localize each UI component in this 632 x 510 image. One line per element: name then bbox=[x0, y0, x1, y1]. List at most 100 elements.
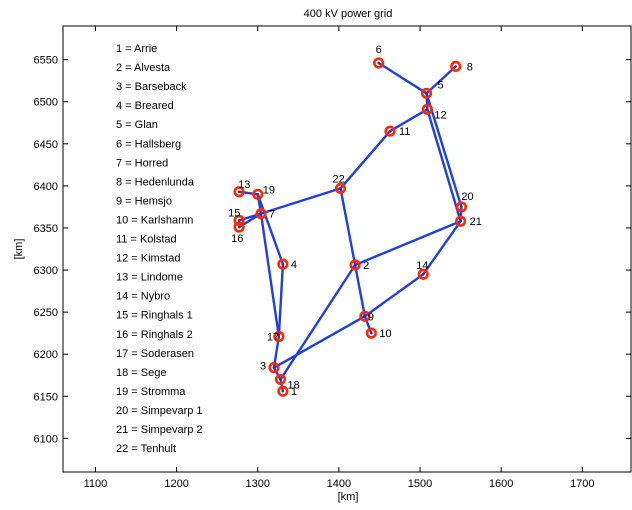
node-marker bbox=[233, 221, 245, 233]
node-16 bbox=[233, 221, 245, 233]
node-marker bbox=[334, 182, 347, 195]
legend-entry: 12 = Kimstad bbox=[116, 253, 181, 265]
edge-12-11 bbox=[388, 108, 429, 133]
node-22 bbox=[334, 182, 347, 195]
grid-edges bbox=[237, 61, 463, 393]
node-marker bbox=[455, 215, 467, 227]
legend-entry: 11 = Kolstad bbox=[116, 234, 177, 246]
node-marker bbox=[268, 362, 280, 374]
node-marker bbox=[421, 103, 433, 115]
edge-21-14 bbox=[422, 220, 462, 276]
station-legend: 1 = Arrie 2 = Alvesta 3 = Barseback 4 = Bre… bbox=[116, 43, 203, 455]
edge-18-1 bbox=[279, 378, 285, 393]
legend-entry: 7 = Horred bbox=[116, 157, 168, 169]
node-label-9: 9 bbox=[368, 311, 374, 323]
edge-20-21 bbox=[459, 205, 463, 223]
node-center bbox=[272, 366, 276, 369]
x-axis-ticks: 1100 1200 1300 1400 1500 1600 1700 bbox=[84, 26, 595, 490]
node-20 bbox=[455, 201, 468, 213]
node-center bbox=[388, 129, 392, 133]
chart-title: 400 kV power grid bbox=[304, 8, 393, 20]
node-label-22: 22 bbox=[333, 173, 345, 185]
edge-11-22 bbox=[339, 129, 392, 190]
node-center bbox=[377, 61, 380, 65]
node-marker bbox=[233, 186, 245, 198]
node-center bbox=[363, 315, 367, 318]
edge-7-17 bbox=[259, 212, 281, 338]
node-center bbox=[237, 190, 241, 193]
x-tick-label: 1100 bbox=[84, 478, 108, 490]
edge-9-10 bbox=[363, 315, 373, 335]
edge-12-21 bbox=[426, 108, 462, 223]
edge-22-7 bbox=[259, 187, 342, 215]
node-center bbox=[353, 263, 357, 267]
node-center bbox=[237, 225, 241, 229]
edge-19-4 bbox=[256, 193, 285, 266]
edge-2-22 bbox=[339, 187, 357, 267]
node-14 bbox=[417, 268, 429, 280]
legend-entry: 15 = Ringhals 1 bbox=[116, 310, 193, 322]
node-label-1: 1 bbox=[291, 386, 297, 398]
node-label-7: 7 bbox=[269, 209, 275, 221]
node-center bbox=[422, 273, 425, 276]
node-label-2: 2 bbox=[363, 260, 369, 272]
node-center bbox=[259, 212, 263, 215]
edge-5-20 bbox=[425, 92, 463, 209]
node-18 bbox=[274, 373, 287, 386]
y-tick-label: 6350 bbox=[34, 223, 58, 235]
node-1 bbox=[277, 385, 289, 397]
legend-entry: 21 = Simpevarp 2 bbox=[116, 424, 203, 436]
node-marker bbox=[450, 60, 462, 72]
legend-entry: 17 = Soderasen bbox=[116, 348, 194, 360]
node-13 bbox=[233, 186, 245, 198]
node-center bbox=[425, 92, 428, 95]
node-15 bbox=[233, 214, 245, 226]
node-marker bbox=[277, 385, 289, 397]
node-marker bbox=[359, 310, 371, 322]
node-marker bbox=[384, 125, 396, 137]
edge-8-5 bbox=[425, 65, 457, 95]
node-19 bbox=[252, 188, 264, 200]
y-tick-label: 6150 bbox=[34, 391, 58, 403]
y-tick-label: 6300 bbox=[34, 265, 58, 277]
node-marker bbox=[277, 258, 289, 270]
legend-entry: 4 = Breared bbox=[116, 100, 174, 112]
legend-entry: 8 = Hedenlunda bbox=[116, 176, 195, 188]
node-center bbox=[454, 65, 457, 68]
node-3 bbox=[268, 362, 280, 374]
node-10 bbox=[365, 327, 377, 339]
node-marker bbox=[233, 214, 245, 226]
node-5 bbox=[420, 87, 433, 99]
node-label-8: 8 bbox=[467, 61, 473, 73]
legend-entry: 18 = Sege bbox=[116, 367, 166, 379]
edge-4-17 bbox=[277, 262, 285, 338]
edge-14-9 bbox=[363, 273, 425, 318]
node-center bbox=[339, 187, 342, 190]
node-marker bbox=[455, 201, 468, 213]
plot-area bbox=[62, 25, 632, 473]
y-axis-label: [km] bbox=[13, 239, 25, 260]
edge-6-5 bbox=[377, 61, 428, 95]
node-label-17: 17 bbox=[267, 332, 279, 344]
legend-entry: 2 = Alvesta bbox=[116, 62, 171, 74]
legend-entry: 14 = Nybro bbox=[116, 291, 170, 303]
x-tick-label: 1500 bbox=[408, 478, 432, 490]
legend-entry: 13 = Lindome bbox=[116, 272, 183, 284]
edge-2-9 bbox=[353, 263, 367, 318]
node-label-11: 11 bbox=[399, 126, 410, 138]
y-tick-label: 6400 bbox=[34, 181, 58, 193]
node-label-6: 6 bbox=[376, 44, 382, 56]
node-label-19: 19 bbox=[263, 184, 275, 196]
node-8 bbox=[450, 60, 462, 72]
node-21 bbox=[455, 215, 467, 227]
edge-3-18 bbox=[272, 366, 282, 381]
node-marker bbox=[274, 373, 287, 386]
node-label-20: 20 bbox=[461, 191, 473, 203]
node-label-21: 21 bbox=[470, 216, 482, 228]
node-center bbox=[256, 193, 259, 196]
node-center bbox=[370, 331, 373, 335]
grid-nodes bbox=[233, 57, 468, 397]
node-center bbox=[281, 262, 285, 266]
node-17 bbox=[273, 330, 285, 343]
